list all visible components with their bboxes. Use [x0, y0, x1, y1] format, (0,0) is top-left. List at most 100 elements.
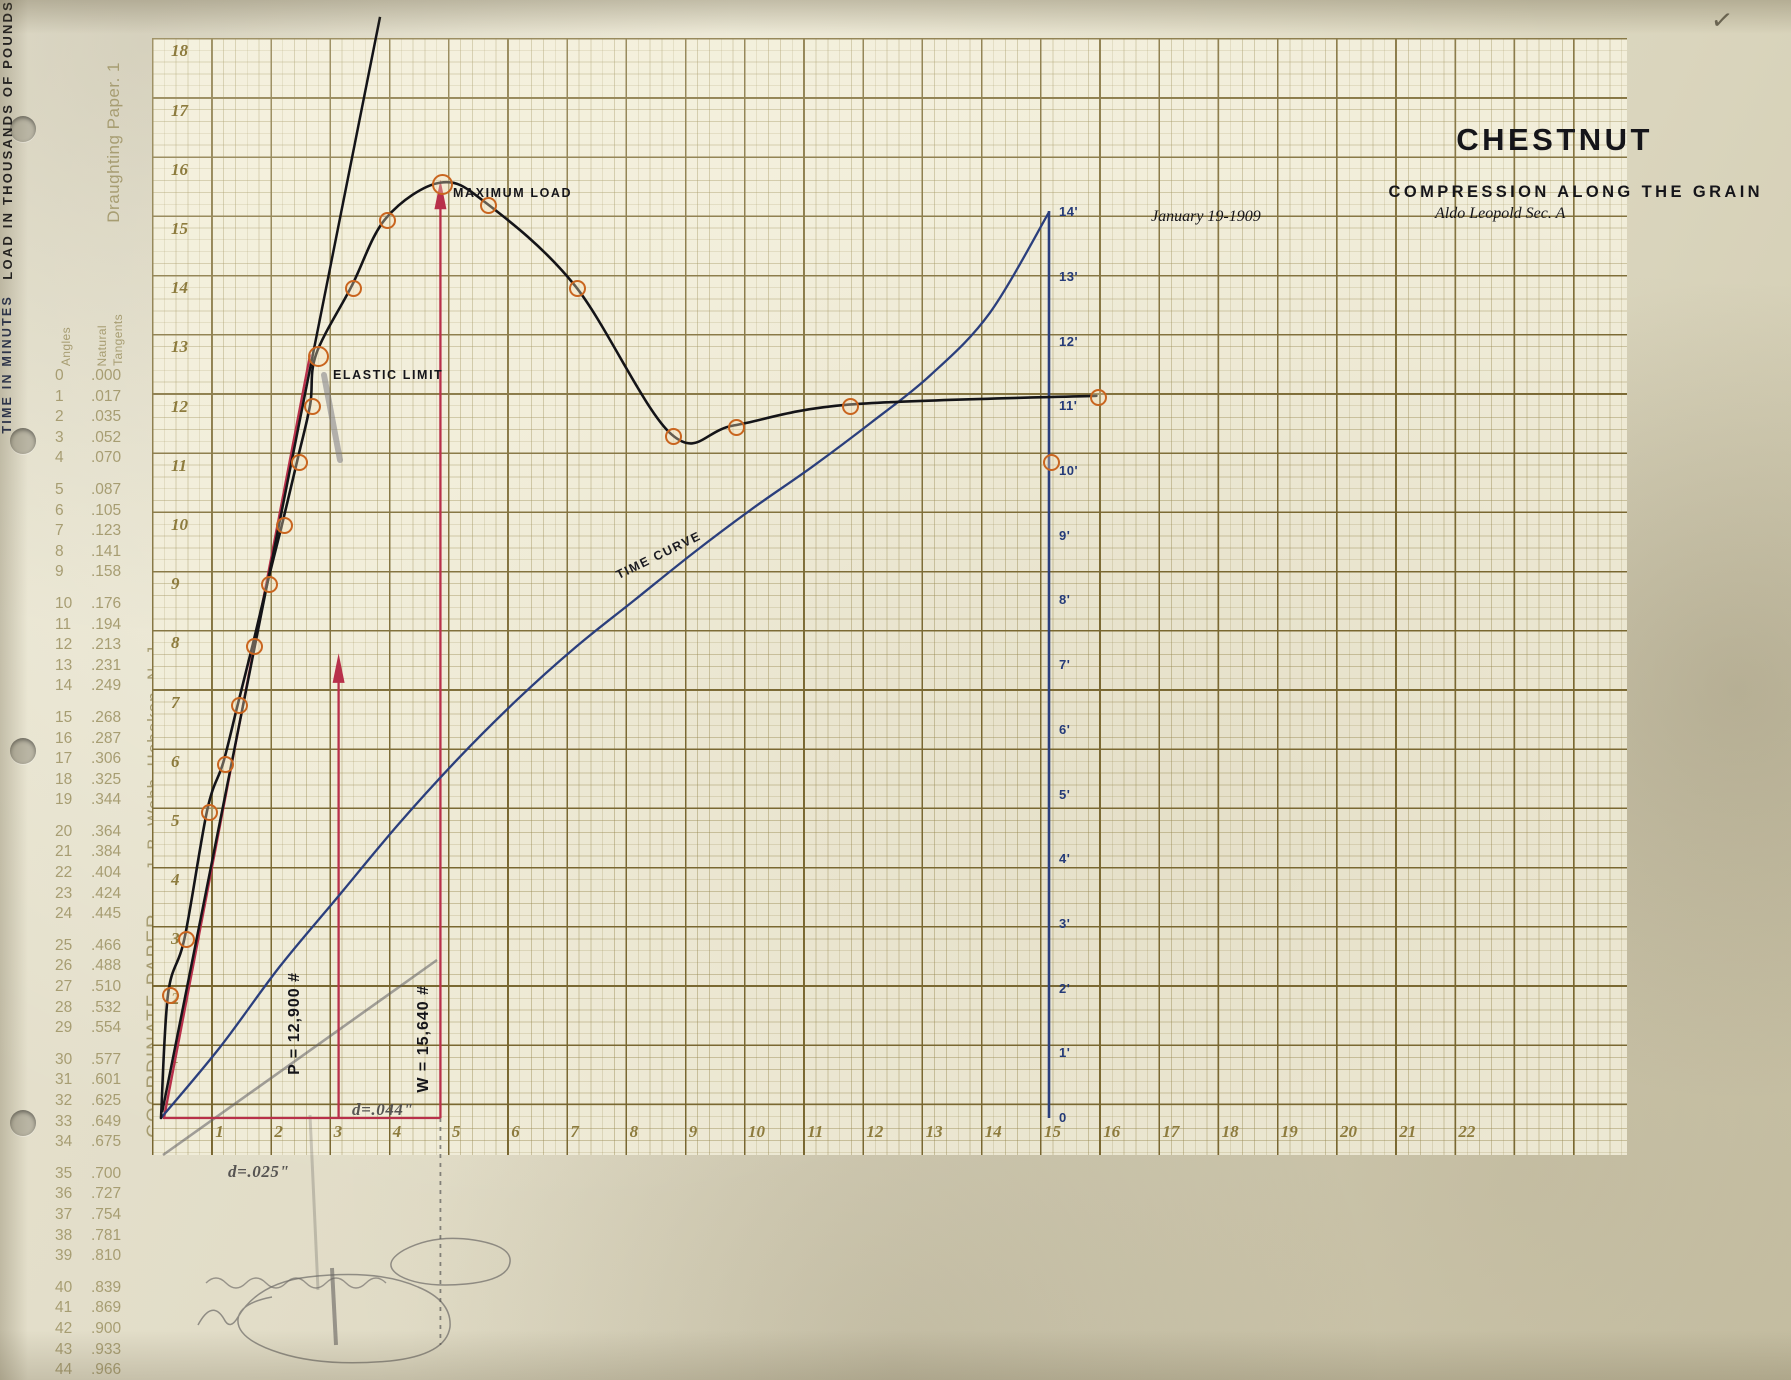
- time-tick-9: 9': [1059, 527, 1071, 543]
- tangent-value: .194: [91, 615, 122, 633]
- label-maximum-load: MAXIMUM LOAD: [453, 186, 573, 200]
- tangent-angle: 37: [55, 1205, 73, 1223]
- tangent-table-row: 9 .158: [55, 562, 150, 583]
- pencil-circle-d044: [390, 1237, 511, 1286]
- tangent-angle: 9: [55, 563, 64, 581]
- time-tick-6: 6': [1059, 721, 1071, 737]
- tangent-angle: 23: [55, 884, 73, 902]
- tangent-value: .287: [91, 729, 122, 747]
- tangent-angle: 21: [55, 843, 73, 861]
- x-axis-tick-21: 21: [1399, 1122, 1417, 1141]
- tangent-value: .141: [91, 542, 122, 560]
- x-axis-tick-3: 3: [333, 1122, 343, 1141]
- punch-hole: [10, 116, 36, 142]
- x-axis-tick-8: 8: [629, 1122, 639, 1141]
- y-axis-tick-18: 18: [171, 41, 188, 61]
- y-axis-tick-17: 17: [171, 100, 188, 120]
- x-axis-tick-19: 19: [1280, 1122, 1298, 1141]
- time-tick-3: 3': [1059, 915, 1071, 931]
- tangent-value: .625: [91, 1092, 122, 1109]
- natural-tangents-table: Angles Natural Tangents 0.000 1.017 2.035 3…: [55, 300, 150, 1380]
- tangent-value: .424: [91, 884, 122, 902]
- note-deflection-at-elastic: d=.025": [228, 1162, 290, 1181]
- tangent-table-row: 38 .781: [55, 1226, 150, 1247]
- tangent-angle: 5: [55, 480, 64, 498]
- chart-subtitle: COMPRESSION ALONG THE GRAIN: [1388, 183, 1763, 201]
- tangent-angle: 2: [55, 408, 64, 426]
- tangent-table-row: 25 .466: [55, 936, 150, 957]
- time-tick-7: 7': [1059, 657, 1071, 673]
- tangent-angle: 32: [55, 1092, 73, 1109]
- tangent-angle: 22: [55, 864, 73, 882]
- tangent-angle: 40: [55, 1278, 73, 1296]
- tangent-table-row: 20 .364: [55, 822, 150, 843]
- tangent-value: .105: [91, 501, 122, 519]
- red-arrowhead-elastic: [332, 653, 345, 683]
- tangent-table-row: 44.966: [55, 1360, 150, 1380]
- tangent-value: .176: [91, 594, 122, 612]
- time-tick-10: 10': [1059, 463, 1079, 478]
- tangent-value: .900: [91, 1319, 122, 1337]
- tangent-value: .601: [91, 1071, 122, 1089]
- tangent-value: .231: [91, 656, 122, 674]
- grid-major-lines: [152, 38, 1627, 1155]
- data-point-marker: [568, 279, 586, 297]
- tangent-angle: 4: [55, 449, 64, 467]
- tangent-table-row: 36 .727: [55, 1184, 150, 1205]
- tangent-angle: 20: [55, 822, 73, 840]
- tangent-table-row: 3 .052: [55, 428, 150, 449]
- data-point-marker: [303, 398, 321, 416]
- x-axis-tick-11: 11: [807, 1122, 824, 1141]
- x-axis-tick-1: 1: [215, 1122, 224, 1141]
- tangent-value: .466: [91, 936, 122, 954]
- tangent-table-row: 11 .194: [55, 615, 150, 636]
- y-axis-tick-5: 5: [171, 811, 180, 830]
- label-elastic-limit: ELASTIC LIMIT: [333, 368, 444, 382]
- note-elastic-limit-value: P = 12,900 #: [286, 972, 303, 1075]
- y-axis-tick-8: 8: [171, 633, 180, 653]
- x-axis-tick-17: 17: [1162, 1122, 1180, 1141]
- time-tick-1: 1': [1059, 1045, 1071, 1061]
- data-point-marker: [261, 575, 279, 593]
- tangent-angle: 10: [55, 594, 73, 612]
- tangent-table-row: 35 .700: [55, 1164, 150, 1185]
- tangent-table-row: 30 .577: [55, 1050, 150, 1071]
- tangent-value: .087: [91, 480, 122, 498]
- x-axis-tick-14: 14: [984, 1122, 1002, 1141]
- tangent-table-row: 4 .070: [55, 448, 150, 469]
- tangent-value: .344: [91, 791, 122, 809]
- data-point-marker: [275, 516, 293, 534]
- time-tick-2: 2': [1059, 980, 1071, 996]
- time-tick-0: 0: [1059, 1110, 1067, 1125]
- tangent-table-row: 7 .123: [55, 521, 150, 542]
- data-point-marker: [345, 279, 363, 297]
- tangent-angle: 31: [55, 1071, 73, 1089]
- time-tick-4: 4': [1059, 851, 1071, 867]
- time-tick-14: 14': [1059, 204, 1079, 220]
- tangent-value: .754: [91, 1205, 122, 1223]
- tangent-table-body: 0 .000 1 .017 2 .035 3 .052 4 .070 5 .087 6 .105 7 .123…: [55, 366, 150, 1380]
- tangent-table-row: 28 .532: [55, 998, 150, 1019]
- pencil-construction-line: [162, 958, 438, 1157]
- tangent-angle: 42: [55, 1319, 73, 1337]
- data-point-marker: [178, 930, 196, 948]
- page-edge-shading-top: [0, 0, 1791, 34]
- tangent-table-row: 10 .176: [55, 594, 150, 615]
- x-axis-tick-6: 6: [511, 1122, 520, 1141]
- y-axis-tick-10: 10: [171, 515, 188, 534]
- tangent-angle: 17: [55, 750, 73, 768]
- tangent-table-row: 16 .287: [55, 729, 150, 750]
- tangent-table-row: 42 .900: [55, 1319, 150, 1340]
- tangent-angle: 44: [55, 1360, 91, 1380]
- tangent-value: .306: [91, 750, 122, 768]
- tangent-table-row: 0 .000: [55, 366, 150, 387]
- tangent-angle: 0: [55, 367, 64, 384]
- tangent-value: .510: [91, 978, 122, 996]
- tangent-value: .810: [91, 1247, 122, 1265]
- tangent-table-row: 23 .424: [55, 884, 150, 905]
- tangent-table-row: 27 .510: [55, 977, 150, 998]
- tangent-angle: 38: [55, 1226, 73, 1244]
- data-point-marker: [290, 454, 308, 472]
- chart-author: Aldo Leopold Sec. A: [1435, 205, 1566, 222]
